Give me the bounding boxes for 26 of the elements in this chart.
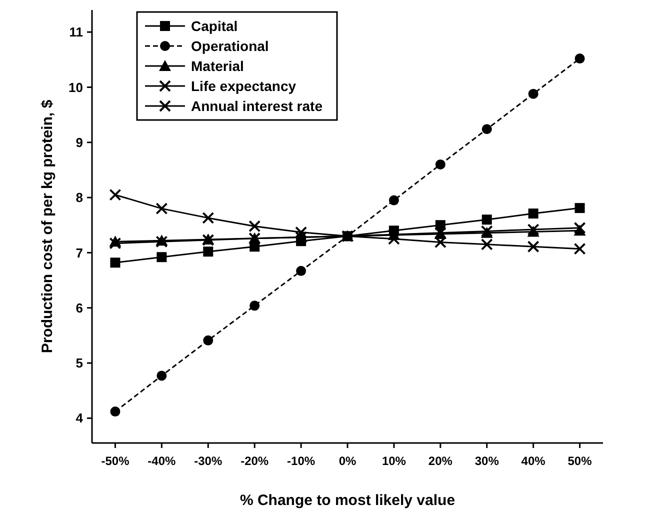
x-axis-title: % Change to most likely value [240,492,456,509]
y-tick-label: 8 [76,190,83,206]
y-tick-label: 9 [76,134,83,150]
x-tick-label: -10% [287,454,316,468]
x-tick-label: -30% [194,454,222,468]
y-tick-label: 4 [76,410,84,426]
y-tick-label: 6 [76,300,83,316]
x-tick-label: -20% [240,454,269,468]
legend-label: Annual interest rate [191,98,323,114]
x-tick-label: -50% [101,454,130,468]
x-tick-label: 50% [568,454,592,468]
legend-label: Material [191,58,244,74]
y-tick-label: 11 [69,24,83,40]
x-tick-label: -40% [148,454,176,468]
x-tick-label: 0% [338,454,356,468]
y-tick-label: 10 [68,80,83,95]
x-tick-label: 10% [382,454,406,468]
legend-label: Capital [191,18,238,34]
y-axis-title: Production cost of per kg protein, $ [39,99,56,354]
y-tick-label: 5 [76,356,83,371]
legend-label: Life expectancy [191,78,296,94]
x-tick-label: 30% [474,454,500,468]
x-tick-label: 20% [428,454,453,468]
y-tick-label: 7 [76,245,83,260]
x-tick-label: 40% [521,454,546,468]
legend-label: Operational [191,38,269,54]
